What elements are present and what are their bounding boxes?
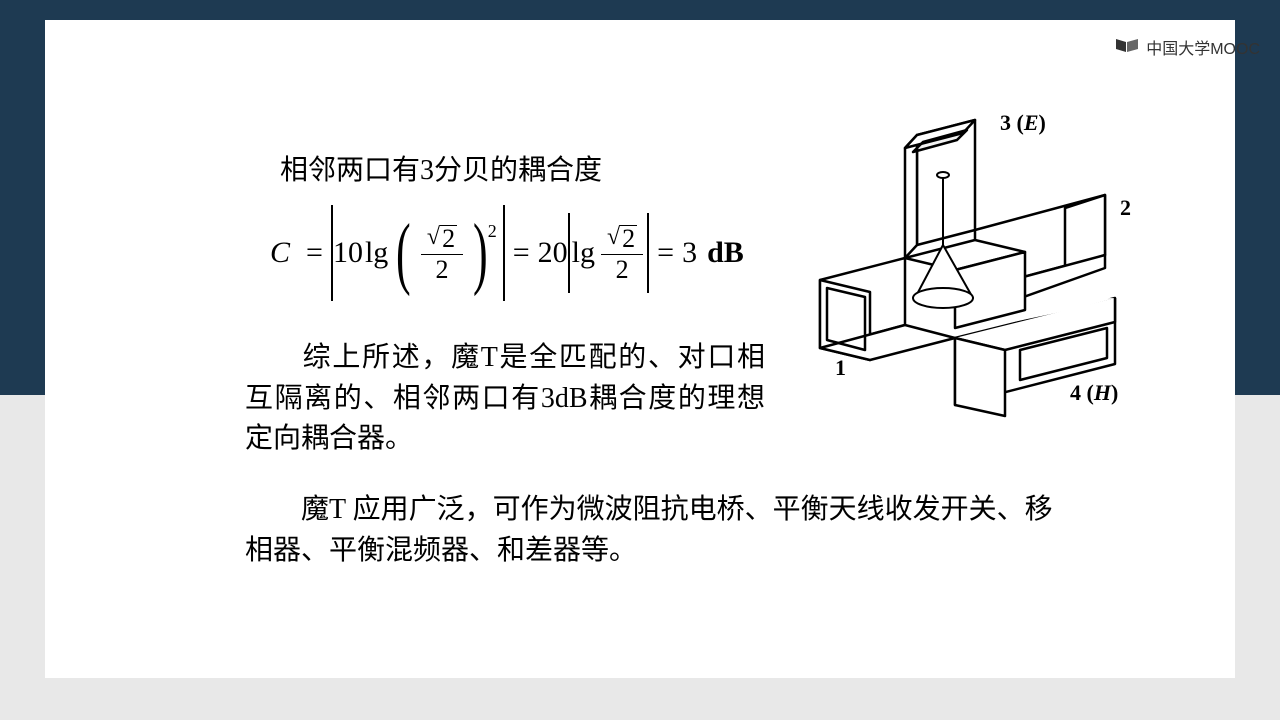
coeff-2: 20: [538, 236, 568, 270]
paren-left: (: [396, 229, 411, 277]
unit-db: dB: [707, 236, 744, 270]
coeff-1: 10: [333, 236, 363, 270]
watermark-text: 中国大学MOOC: [1146, 35, 1260, 59]
result: 3: [682, 236, 697, 270]
formula-lhs: C: [270, 236, 290, 270]
svg-text:3 (E): 3 (E): [1000, 110, 1046, 135]
term-2: 20 lg √2 2: [538, 213, 650, 293]
formula: C = 10 lg ( √2 2 ) 2 = 20 lg √2: [270, 205, 744, 301]
abs-bar: [503, 205, 505, 301]
svg-text:4 (H): 4 (H): [1070, 380, 1118, 405]
heading: 相邻两口有3分贝的耦合度: [280, 148, 602, 188]
abs-bar: [647, 213, 649, 293]
magic-tee-diagram: 3 (E) 2 1 4 (H): [775, 100, 1165, 430]
lg-1: lg: [365, 236, 388, 270]
abs-bar: [568, 213, 570, 293]
watermark: 中国大学MOOC: [1114, 35, 1260, 59]
paren-right: ): [473, 229, 488, 277]
lg-2: lg: [572, 236, 595, 270]
term-1: 10 lg ( √2 2 ) 2: [333, 221, 503, 285]
paragraph-1: 综上所述，魔T是全匹配的、对口相互隔离的、相邻两口有3dB耦合度的理想定向耦合器…: [245, 338, 765, 460]
fraction-1: √2 2: [421, 221, 463, 285]
equals-sign: =: [306, 236, 323, 270]
equals-sign: =: [657, 236, 674, 270]
svg-text:1: 1: [835, 355, 846, 380]
slide: 相邻两口有3分贝的耦合度 C = 10 lg ( √2 2 ) 2 = 20: [45, 20, 1235, 678]
equals-sign: =: [513, 236, 530, 270]
paragraph-2: 魔T 应用广泛，可作为微波阻抗电桥、平衡天线收发开关、移相器、平衡混频器、和差器…: [245, 490, 1065, 571]
mooc-logo-icon: [1114, 37, 1140, 57]
exponent: 2: [488, 221, 497, 242]
svg-text:2: 2: [1120, 195, 1131, 220]
fraction-2: √2 2: [601, 221, 643, 285]
